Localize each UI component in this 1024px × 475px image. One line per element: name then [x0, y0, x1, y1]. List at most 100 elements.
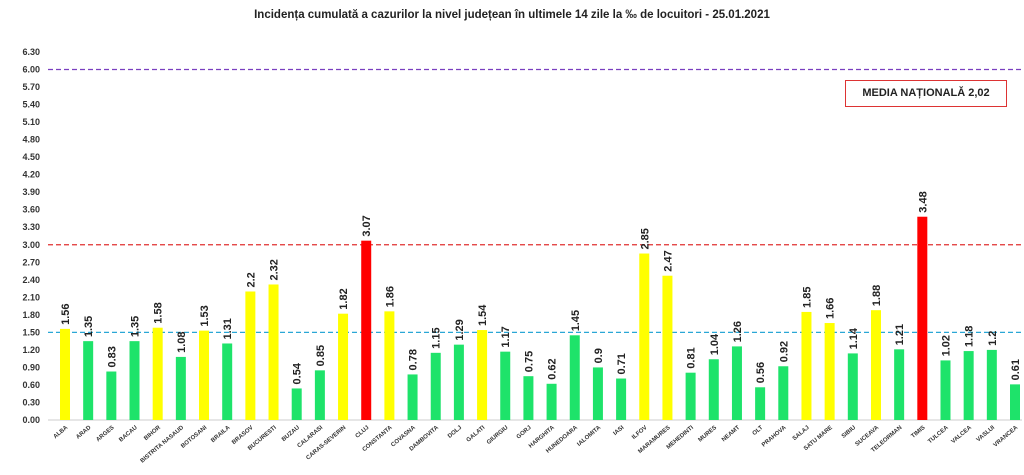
x-tick-label: SALAJ — [792, 425, 811, 442]
bar — [245, 291, 256, 420]
data-label: 1.66 — [825, 298, 837, 319]
bar — [430, 352, 441, 420]
bar — [986, 349, 997, 420]
y-tick-label: 1.50 — [22, 327, 40, 337]
data-label: 3.07 — [361, 215, 373, 236]
x-tick-label: VASLUI — [976, 425, 997, 444]
y-tick-label: 3.60 — [22, 205, 40, 215]
data-label: 1.18 — [964, 326, 976, 347]
y-tick-label: 6.30 — [22, 47, 40, 57]
data-label: 1.53 — [199, 305, 211, 326]
x-tick-label: ALBA — [53, 425, 70, 441]
x-tick-label: BISTRITA NASAUD — [140, 425, 186, 465]
data-label: 1.86 — [384, 286, 396, 307]
data-label: 3.48 — [917, 191, 929, 212]
data-label: 1.88 — [871, 285, 883, 306]
x-tick-label: SIBIU — [841, 425, 857, 440]
x-tick-label: PRAHOVA — [761, 425, 788, 449]
bar — [129, 341, 140, 420]
data-label: 1.08 — [176, 331, 188, 352]
bar — [755, 387, 766, 420]
data-label: 1.82 — [338, 288, 350, 309]
data-label: 0.61 — [1010, 359, 1022, 380]
data-label: 2.85 — [639, 228, 651, 249]
bar — [384, 311, 395, 420]
data-label: 1.21 — [894, 324, 906, 345]
bar — [801, 311, 812, 420]
data-label: 1.17 — [500, 326, 512, 347]
bar — [338, 313, 349, 420]
chart-title: Incidența cumulată a cazurilor la nivel … — [254, 9, 770, 21]
y-tick-label: 3.90 — [22, 187, 40, 197]
data-label: 1.35 — [130, 316, 142, 337]
bar — [847, 353, 858, 420]
x-tick-label: IALOMITA — [576, 425, 602, 448]
bar — [175, 356, 186, 420]
y-tick-label: 4.20 — [22, 170, 40, 180]
data-label: 2.32 — [269, 259, 281, 280]
y-tick-label: 2.10 — [22, 292, 40, 302]
data-label: 1.26 — [732, 321, 744, 342]
bar — [106, 371, 117, 420]
data-label: 0.54 — [292, 362, 304, 384]
bar — [152, 327, 163, 420]
data-label: 0.85 — [315, 345, 327, 366]
bar — [500, 351, 511, 420]
x-tick-label: GALATI — [466, 425, 487, 444]
data-label: 1.45 — [570, 310, 582, 331]
data-label: 1.14 — [848, 327, 860, 349]
y-tick-label: 5.70 — [22, 82, 40, 92]
data-label: 0.62 — [547, 358, 559, 379]
bar — [453, 344, 464, 420]
bar — [940, 360, 951, 420]
y-tick-label: 5.10 — [22, 117, 40, 127]
y-tick-label: 4.80 — [22, 135, 40, 145]
national-average-box: MEDIA NAȚIONALĂ 2,02 — [845, 80, 1007, 107]
data-label: 2.47 — [662, 250, 674, 271]
data-label: 0.81 — [686, 347, 698, 368]
y-tick-label: 6.00 — [22, 65, 40, 75]
y-tick-label: 3.00 — [22, 240, 40, 250]
x-tick-label: NEAMT — [721, 425, 741, 444]
data-label: 0.71 — [616, 353, 628, 374]
data-label: 0.75 — [523, 351, 535, 372]
data-label: 2.2 — [245, 272, 257, 287]
bar — [361, 240, 372, 420]
bar — [870, 310, 881, 420]
x-tick-label: ARGES — [95, 425, 115, 443]
x-tick-label: BUZAU — [281, 425, 301, 443]
bar — [477, 330, 488, 420]
x-tick-label: TIMIS — [910, 425, 926, 440]
bar — [639, 253, 650, 420]
y-tick-label: 0.90 — [22, 362, 40, 372]
data-label: 1.56 — [60, 303, 72, 324]
bar — [824, 323, 835, 420]
x-tick-label: BRAILA — [210, 425, 232, 445]
bar — [963, 351, 974, 420]
data-label: 1.15 — [431, 327, 443, 348]
bar — [83, 341, 94, 420]
data-label: 0.92 — [778, 341, 790, 362]
x-tick-label: CLUJ — [355, 425, 371, 440]
x-tick-label: GORJ — [516, 425, 533, 441]
data-label: 1.29 — [454, 319, 466, 340]
bar — [60, 328, 70, 420]
data-label: 0.78 — [408, 349, 420, 370]
bar — [894, 349, 905, 420]
x-tick-label: ARAD — [75, 425, 93, 441]
y-tick-label: 0.30 — [22, 397, 40, 407]
y-tick-label: 2.70 — [22, 257, 40, 267]
x-tick-label: DOLJ — [447, 425, 463, 440]
bar — [523, 376, 534, 420]
x-tick-label: BOTOSANI — [180, 425, 208, 450]
x-tick-label: MURES — [698, 425, 718, 444]
x-tick-label: IASI — [613, 425, 626, 437]
y-tick-label: 0.00 — [22, 415, 40, 425]
data-label: 0.9 — [593, 348, 605, 363]
bar — [708, 359, 719, 420]
bar — [407, 374, 418, 420]
bar — [662, 275, 673, 420]
bar — [268, 284, 279, 420]
data-label: 1.04 — [709, 333, 721, 355]
